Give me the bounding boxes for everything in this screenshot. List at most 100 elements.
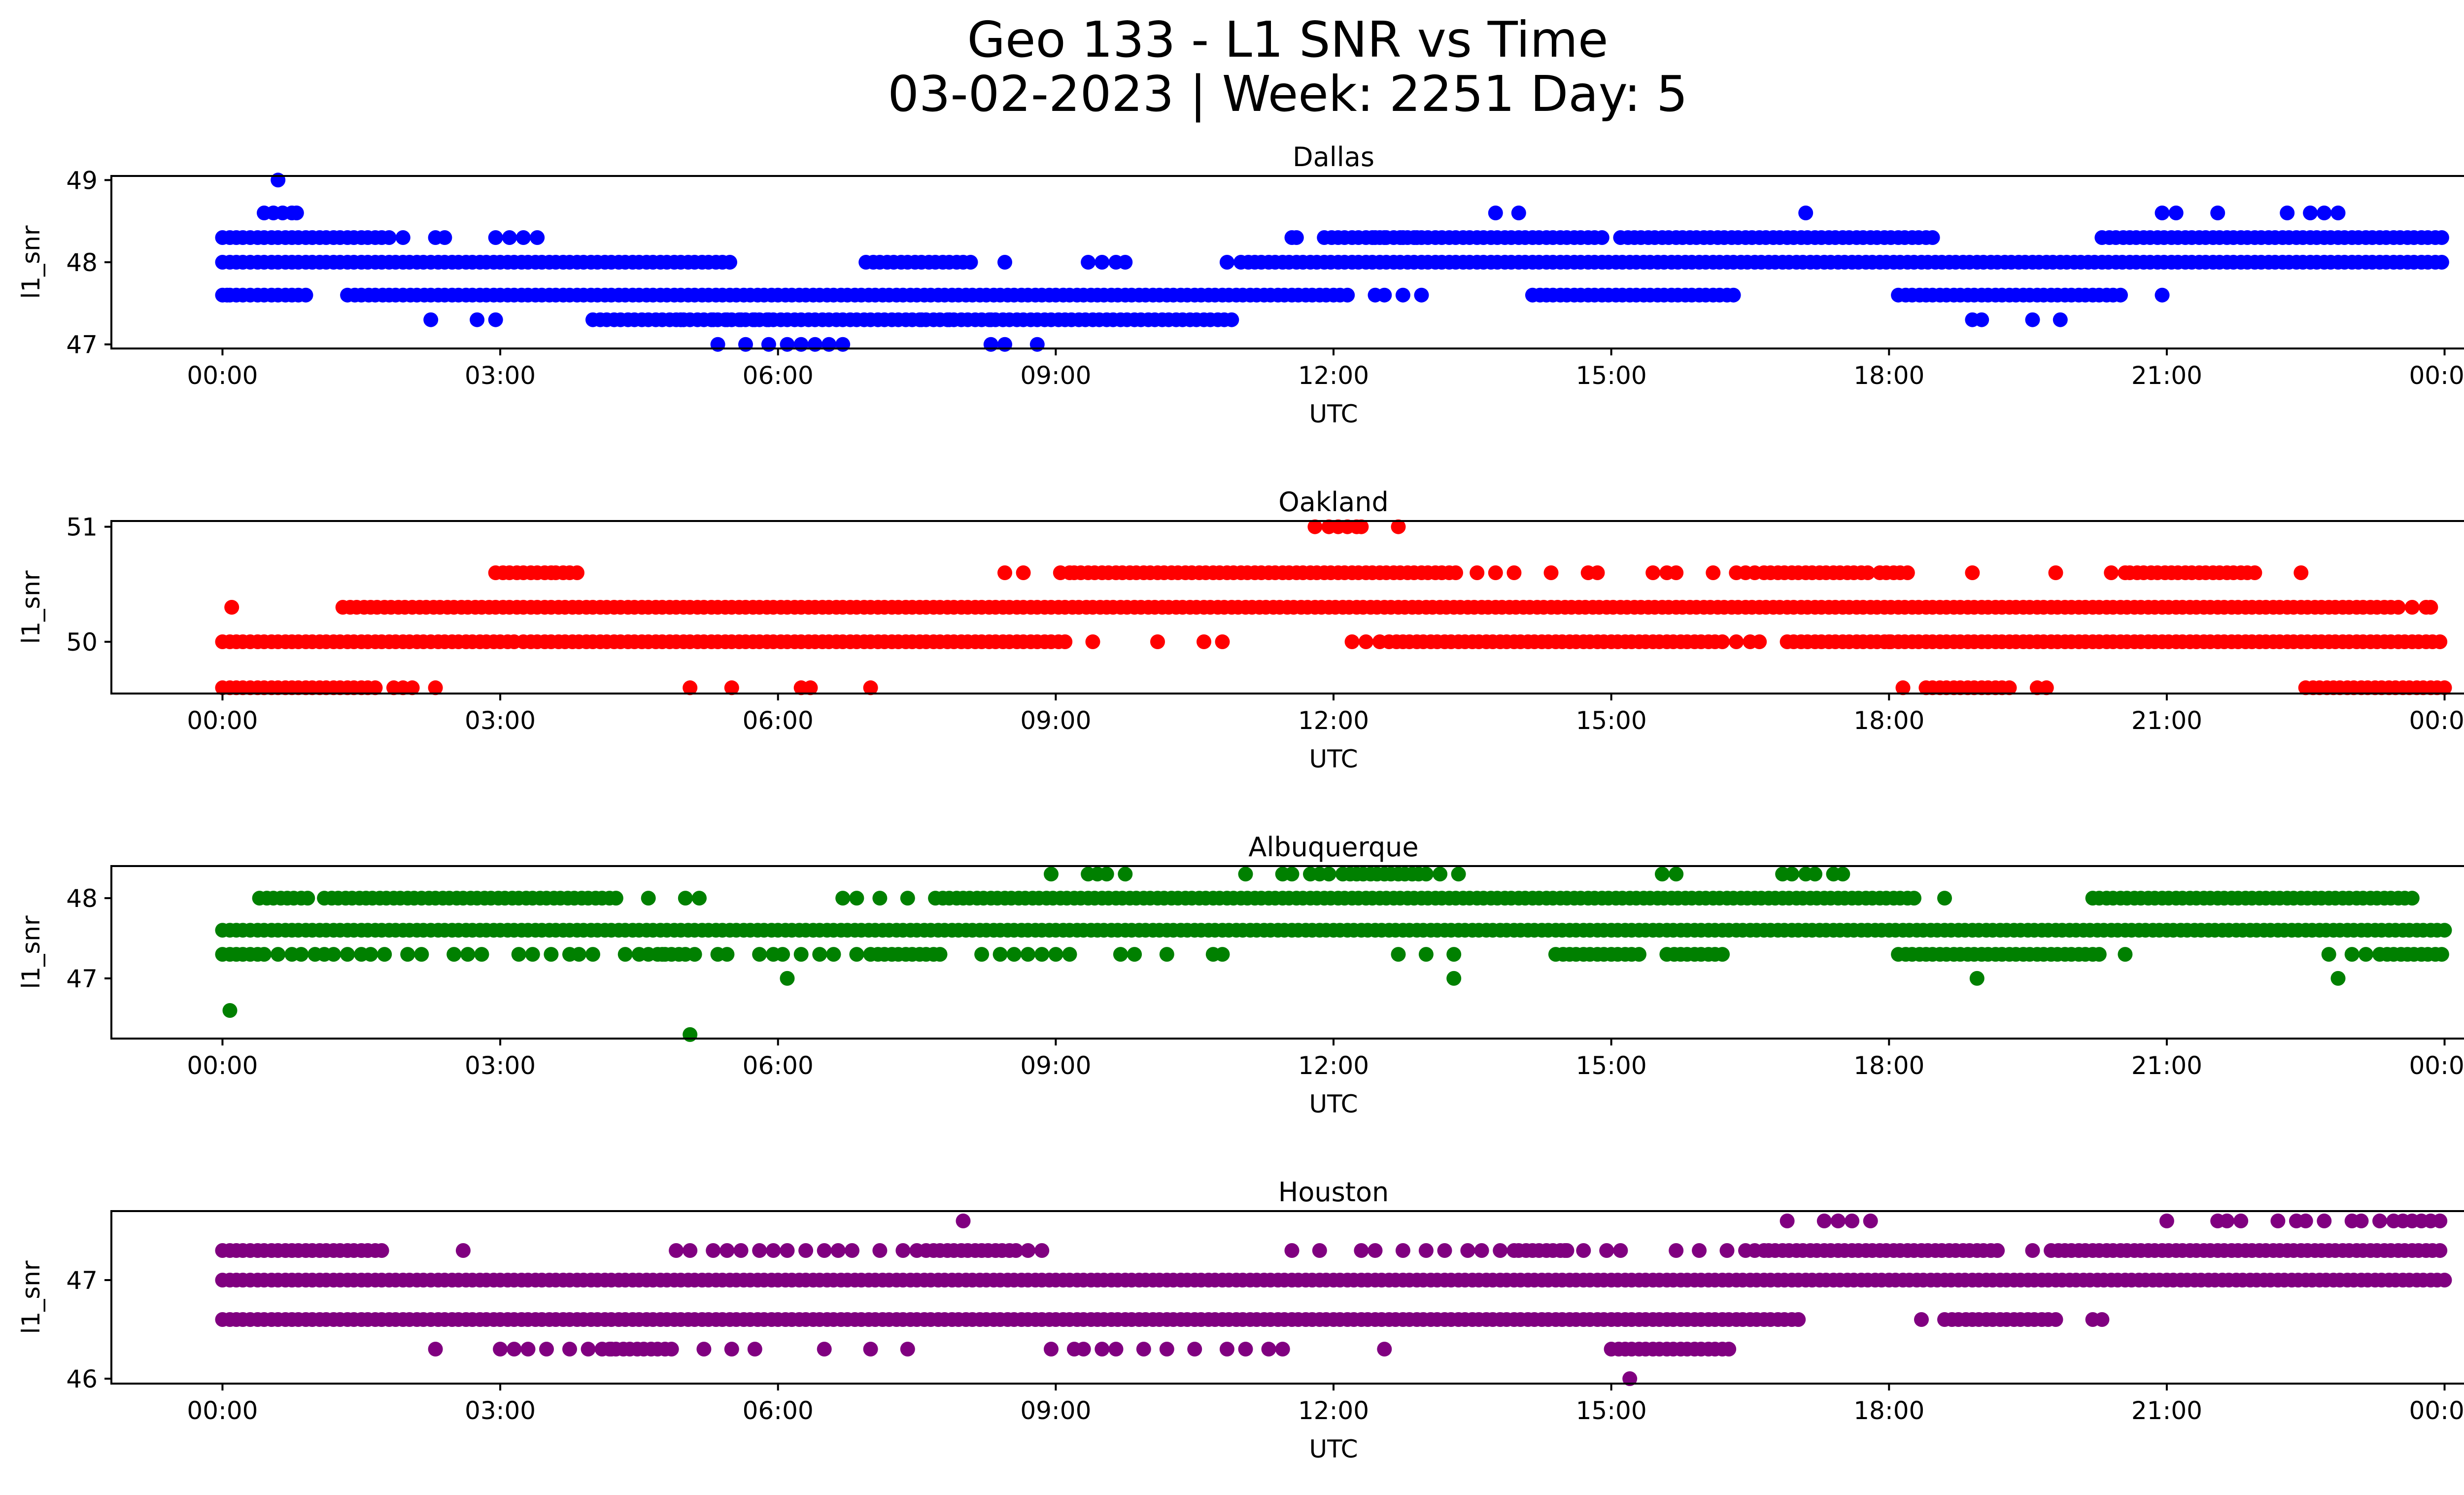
data-point — [1081, 255, 1096, 270]
data-point — [835, 891, 851, 906]
data-point — [2437, 680, 2452, 695]
data-point — [2280, 206, 2295, 220]
data-point — [807, 337, 822, 352]
data-point — [1048, 947, 1063, 962]
data-point — [2437, 923, 2452, 938]
data-point — [1391, 947, 1406, 962]
data-point — [983, 337, 998, 352]
data-point — [1474, 1243, 1489, 1258]
x-tick-label: 09:00 — [1020, 1051, 1091, 1080]
x-tick-label: 00:00 — [2409, 361, 2464, 390]
data-point — [1543, 565, 1559, 580]
data-point — [1215, 947, 1230, 962]
data-point — [803, 680, 818, 695]
subplot-title-oakland: Oakland — [1278, 487, 1388, 518]
data-point — [520, 1342, 536, 1356]
data-point — [2293, 565, 2309, 580]
data-point — [1275, 1342, 1290, 1356]
data-point — [1965, 565, 1980, 580]
data-point — [1506, 565, 1522, 580]
data-point — [2434, 947, 2449, 962]
data-point — [1354, 519, 1369, 534]
data-point — [1433, 867, 1448, 882]
data-point — [2113, 287, 2128, 303]
x-tick-label: 12:00 — [1298, 706, 1369, 735]
data-point — [381, 230, 397, 245]
data-point — [2168, 206, 2184, 220]
data-point — [2155, 287, 2170, 303]
data-point — [1576, 1243, 1591, 1258]
data-point — [488, 230, 503, 245]
data-point — [2432, 634, 2448, 649]
data-point — [696, 1342, 712, 1356]
data-point — [895, 1243, 911, 1258]
x-tick-label: 06:00 — [743, 1396, 814, 1425]
data-point — [1460, 1243, 1475, 1258]
data-point — [1029, 337, 1045, 352]
data-point — [1437, 1243, 1452, 1258]
data-point — [1289, 230, 1304, 245]
data-point — [1095, 255, 1110, 270]
data-point — [2118, 947, 2133, 962]
data-point — [1706, 565, 1721, 580]
data-point — [271, 173, 286, 188]
data-point — [1925, 230, 1940, 245]
data-point — [997, 337, 1012, 352]
data-point — [1488, 565, 1503, 580]
data-point — [678, 891, 693, 906]
data-point — [1034, 947, 1050, 962]
data-point — [2025, 1243, 2040, 1258]
data-point — [849, 947, 864, 962]
data-point — [377, 947, 392, 962]
data-point — [1937, 891, 1952, 906]
series-albuquerque — [215, 867, 2452, 1042]
data-point — [1729, 634, 1744, 649]
x-tick-label: 15:00 — [1576, 1051, 1647, 1080]
data-point — [525, 947, 540, 962]
data-point — [669, 1243, 684, 1258]
data-point — [340, 947, 355, 962]
data-point — [780, 1243, 795, 1258]
subplot-houston: Houston 00:00 03:00 06:00 09:00 12:00 15:00 18:… — [17, 1177, 2464, 1463]
data-point — [298, 287, 313, 303]
data-point — [414, 947, 429, 962]
data-point — [1215, 634, 1230, 649]
data-point — [1418, 947, 1434, 962]
data-point — [1900, 565, 1915, 580]
data-point — [1377, 287, 1392, 303]
data-point — [1127, 947, 1142, 962]
series-houston — [215, 1214, 2452, 1386]
data-point — [1159, 947, 1174, 962]
data-point — [2155, 206, 2170, 220]
data-point — [798, 1243, 814, 1258]
data-point — [581, 1342, 596, 1356]
data-point — [585, 947, 600, 962]
data-point — [1395, 1243, 1410, 1258]
data-point — [835, 337, 851, 352]
data-point — [2002, 680, 2017, 695]
data-point — [1016, 565, 1031, 580]
data-point — [1261, 1342, 1276, 1356]
data-point — [1692, 1243, 1707, 1258]
data-point — [570, 565, 584, 580]
x-tick-label: 21:00 — [2131, 706, 2202, 735]
y-tick-label: 51 — [66, 513, 98, 542]
y-tick-label: 48 — [66, 248, 98, 277]
x-tick-label: 15:00 — [1576, 1396, 1647, 1425]
data-point — [1321, 867, 1336, 882]
data-point — [2432, 1214, 2448, 1228]
data-point — [766, 1243, 781, 1258]
subplot-dallas: Dallas 00:00 03:00 06:00 09:00 12:00 15:00 18:0… — [17, 141, 2464, 428]
data-point — [1136, 1342, 1151, 1356]
data-point — [1008, 1243, 1024, 1258]
data-point — [446, 947, 462, 962]
data-point — [2317, 206, 2332, 220]
data-point — [2358, 947, 2373, 962]
data-point — [530, 230, 545, 245]
x-axis-label: UTC — [1309, 1090, 1358, 1118]
data-point — [1726, 287, 1741, 303]
data-point — [1488, 206, 1503, 220]
data-point — [761, 337, 776, 352]
data-point — [1632, 947, 1646, 962]
data-point — [1118, 255, 1133, 270]
